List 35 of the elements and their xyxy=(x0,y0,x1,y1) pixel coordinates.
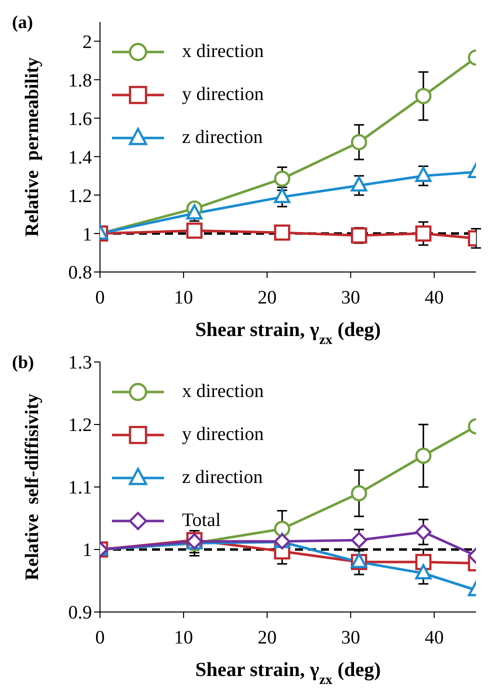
legend-label: z direction xyxy=(182,126,263,148)
y-tick-label: 1.1 xyxy=(68,478,92,499)
y-tick-label: 1 xyxy=(82,224,92,246)
x-tick-label: 10 xyxy=(174,287,194,308)
y-tick-label: 1.4 xyxy=(68,147,92,168)
legend-label: z direction xyxy=(182,466,263,488)
legend-label: Total xyxy=(182,510,221,532)
legend-label: y direction xyxy=(182,84,264,106)
y-tick-label: 2 xyxy=(82,32,92,53)
y-tick-label: 0.8 xyxy=(68,262,92,284)
x-tick-label: 0 xyxy=(95,287,105,308)
y-axis-title: Relative permeability xyxy=(22,56,44,237)
legend-label: x direction xyxy=(182,40,264,62)
chart-title: (b) xyxy=(12,352,34,373)
y-tick-label: 1.3 xyxy=(68,352,92,374)
y-tick-label: 1.2 xyxy=(68,186,92,207)
x-axis-title: Shear strain, γ$_{zx}$ (deg) xyxy=(195,659,381,688)
x-tick-label: 40 xyxy=(424,287,444,308)
legend-label: y direction xyxy=(182,424,264,446)
y-axis-title: Relative self-diffisivity xyxy=(22,393,44,580)
x-tick-label: 20 xyxy=(258,287,277,308)
y-tick-label: 1.6 xyxy=(68,108,92,130)
x-axis-title: Shear strain, γ$_{zx}$ (deg) xyxy=(195,319,381,348)
legend-label: x direction xyxy=(182,380,264,402)
y-tick-label: 0.9 xyxy=(68,602,92,624)
x-tick-label: 30 xyxy=(341,287,360,308)
x-tick-label: 40 xyxy=(424,627,444,648)
x-tick-label: 10 xyxy=(174,627,194,648)
y-tick-label: 1 xyxy=(82,540,92,562)
x-tick-label: 30 xyxy=(341,627,360,648)
x-tick-label: 0 xyxy=(95,627,105,648)
x-tick-label: 20 xyxy=(258,627,277,648)
chart-title: (a) xyxy=(12,12,33,33)
y-tick-label: 1.8 xyxy=(68,70,92,92)
y-tick-label: 1.2 xyxy=(68,415,92,436)
